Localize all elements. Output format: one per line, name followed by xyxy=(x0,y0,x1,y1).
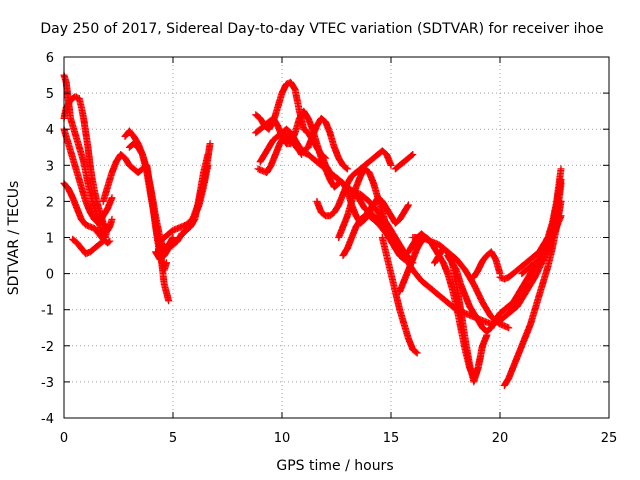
data-point-markers xyxy=(444,252,517,335)
data-series-arc-24 xyxy=(391,151,417,173)
data-series-arc-05 xyxy=(69,235,107,258)
data-points xyxy=(60,71,565,389)
data-series-arc-28 xyxy=(444,252,517,335)
y-tick-label: 4 xyxy=(46,123,54,138)
y-tick-label: 3 xyxy=(46,159,54,174)
data-series-arc-11 xyxy=(169,140,214,249)
data-point-markers xyxy=(378,234,421,357)
x-tick-label: 20 xyxy=(492,431,509,446)
y-tick-label: -4 xyxy=(41,412,54,427)
data-point-markers xyxy=(391,151,417,173)
data-point-markers xyxy=(431,244,491,386)
x-tick-label: 10 xyxy=(274,431,291,446)
data-point-markers xyxy=(470,248,504,281)
data-point-markers xyxy=(518,176,565,278)
y-tick-label: -2 xyxy=(41,340,54,355)
chart-title: Day 250 of 2017, Sidereal Day-to-day VTE… xyxy=(40,21,603,37)
data-point-markers xyxy=(69,235,107,258)
y-tick-label: 6 xyxy=(46,51,54,66)
x-tick-label: 5 xyxy=(169,431,177,446)
data-series-arc-33 xyxy=(518,176,565,278)
data-point-markers xyxy=(313,147,395,220)
data-series-arc-29 xyxy=(470,248,504,281)
y-tick-label: -1 xyxy=(41,304,54,319)
data-series-arc-27 xyxy=(431,244,491,386)
y-axis-label: SDTVAR / TECUs xyxy=(6,181,22,296)
x-tick-label: 0 xyxy=(60,431,68,446)
axis-ticks: -4 -3 -2 -1 0 1 2 3 4 5 6 0 5 10 15 20 25 xyxy=(41,51,617,446)
data-series-arc-23 xyxy=(378,234,421,357)
x-axis-label: GPS time / hours xyxy=(276,458,393,474)
x-tick-label: 25 xyxy=(601,431,618,446)
data-series-arc-18 xyxy=(313,147,395,220)
y-tick-label: 5 xyxy=(46,87,54,102)
data-point-markers xyxy=(169,140,214,249)
x-tick-label: 15 xyxy=(383,431,400,446)
y-tick-label: -3 xyxy=(41,376,54,391)
y-tick-label: 0 xyxy=(46,268,54,283)
y-tick-label: 2 xyxy=(46,195,54,210)
y-tick-label: 1 xyxy=(46,232,54,247)
